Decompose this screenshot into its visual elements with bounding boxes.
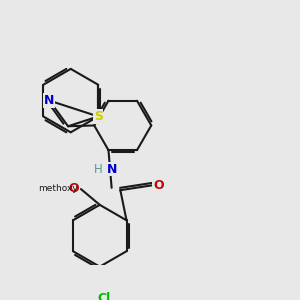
Text: S: S: [94, 110, 103, 123]
Text: Cl: Cl: [97, 292, 110, 300]
Text: methoxy: methoxy: [38, 184, 78, 193]
Text: N: N: [44, 94, 55, 107]
Text: O: O: [68, 182, 79, 195]
Text: O: O: [153, 179, 164, 192]
Text: N: N: [106, 163, 117, 176]
Text: H: H: [94, 163, 103, 176]
